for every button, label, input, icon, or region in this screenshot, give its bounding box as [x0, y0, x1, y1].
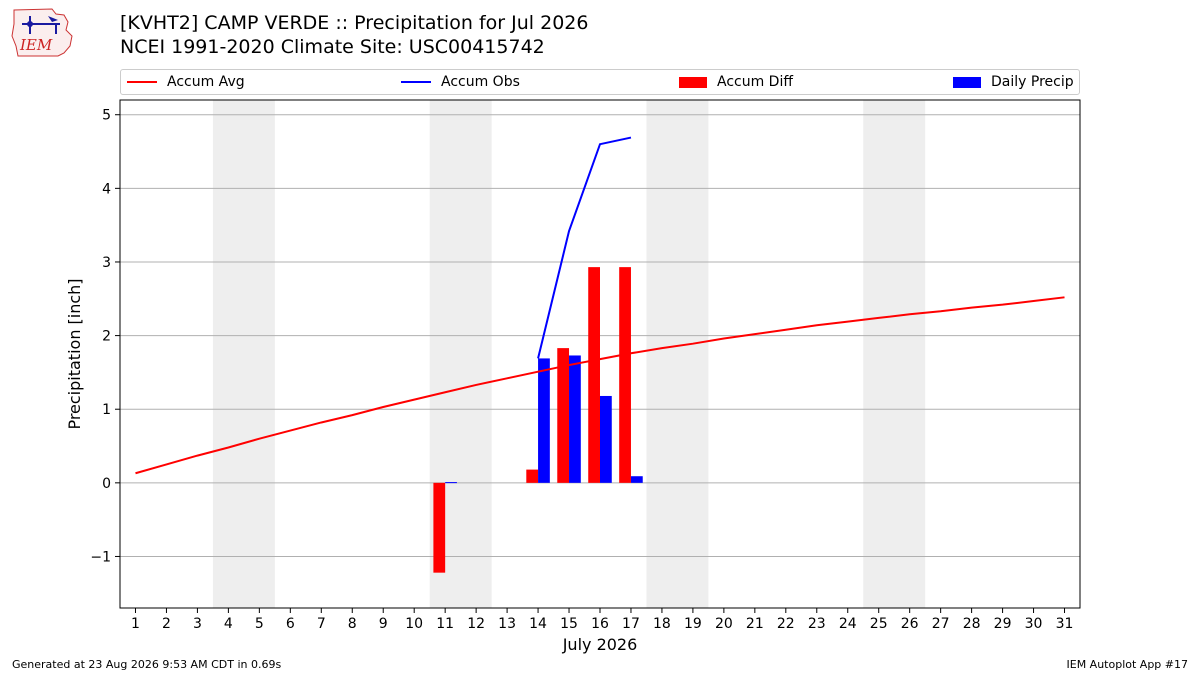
legend-item-daily-precip: Daily Precip	[953, 73, 1074, 91]
y-tick-label-2: 1	[102, 402, 111, 418]
weekend-shade-2	[646, 100, 709, 608]
x-tick-label-16: 16	[591, 616, 609, 632]
chart-title: [KVHT2] CAMP VERDE :: Precipitation for …	[120, 12, 589, 34]
y-tick-label-6: 5	[102, 108, 111, 124]
x-tick-label-15: 15	[560, 616, 578, 632]
x-tick-label-11: 11	[436, 616, 454, 632]
x-tick-label-24: 24	[839, 616, 857, 632]
y-axis-label: Precipitation [inch]	[65, 278, 84, 429]
legend-swatch-accum-avg	[127, 81, 157, 83]
x-tick-label-4: 4	[224, 616, 233, 632]
x-tick-label-7: 7	[317, 616, 326, 632]
weekend-shade-3	[863, 100, 926, 608]
accum-diff-bar-16	[588, 267, 600, 483]
x-tick-label-23: 23	[808, 616, 826, 632]
accum-diff-bar-14	[526, 469, 539, 483]
x-tick-label-9: 9	[379, 616, 388, 632]
legend-item-accum-obs: Accum Obs	[401, 73, 520, 91]
x-tick-label-6: 6	[286, 616, 295, 632]
app-label: IEM Autoplot App #17	[1066, 658, 1189, 671]
x-axis-label: July 2026	[562, 635, 638, 654]
legend-item-accum-avg: Accum Avg	[127, 73, 245, 91]
legend: Accum Avg Accum Obs Accum Diff Daily Pre…	[120, 69, 1080, 95]
x-tick-label-29: 29	[994, 616, 1012, 632]
x-tick-label-5: 5	[255, 616, 264, 632]
x-tick-label-8: 8	[348, 616, 357, 632]
x-tick-label-10: 10	[405, 616, 423, 632]
iem-logo: IEM	[11, 8, 73, 57]
x-tick-label-26: 26	[901, 616, 919, 632]
legend-swatch-accum-obs	[401, 81, 431, 83]
daily-precip-bar-11	[445, 482, 457, 484]
x-tick-label-30: 30	[1025, 616, 1043, 632]
x-tick-label-3: 3	[193, 616, 202, 632]
y-tick-label-3: 2	[102, 329, 111, 345]
x-tick-label-28: 28	[963, 616, 981, 632]
x-tick-label-21: 21	[746, 616, 764, 632]
x-tick-label-20: 20	[715, 616, 733, 632]
accum-diff-bar-15	[557, 348, 570, 483]
chart-subtitle: NCEI 1991-2020 Climate Site: USC00415742	[120, 36, 545, 58]
legend-label-accum-obs: Accum Obs	[441, 74, 520, 90]
x-tick-label-31: 31	[1056, 616, 1074, 632]
y-tick-label-4: 3	[102, 255, 111, 271]
daily-precip-bar-15	[569, 355, 581, 483]
generated-timestamp: Generated at 23 Aug 2026 9:53 AM CDT in …	[12, 658, 282, 671]
y-tick-label-1: 0	[102, 476, 111, 492]
legend-swatch-daily-precip	[953, 76, 981, 88]
daily-precip-bar-14	[538, 358, 550, 483]
x-tick-label-1: 1	[131, 616, 140, 632]
x-tick-label-19: 19	[684, 616, 702, 632]
accum-diff-bar-11	[433, 482, 446, 573]
y-tick-label-5: 4	[102, 181, 111, 197]
weekend-shade-0	[212, 100, 275, 608]
x-tick-label-18: 18	[653, 616, 671, 632]
x-tick-label-25: 25	[870, 616, 888, 632]
accum-diff-bar-17	[619, 267, 631, 483]
legend-label-daily-precip: Daily Precip	[991, 74, 1074, 90]
x-tick-label-17: 17	[622, 616, 640, 632]
x-tick-label-13: 13	[498, 616, 516, 632]
x-tick-label-27: 27	[932, 616, 950, 632]
legend-label-accum-diff: Accum Diff	[717, 74, 794, 90]
daily-precip-bar-16	[600, 395, 612, 483]
accum-avg-line	[135, 296, 1065, 475]
legend-label-accum-avg: Accum Avg	[167, 74, 245, 90]
x-tick-label-2: 2	[162, 616, 171, 632]
legend-swatch-accum-diff	[679, 76, 707, 88]
y-tick-label-0: −1	[90, 549, 111, 565]
x-tick-label-14: 14	[529, 616, 547, 632]
x-tick-label-12: 12	[467, 616, 485, 632]
daily-precip-bar-17	[630, 476, 643, 483]
legend-item-accum-diff: Accum Diff	[679, 73, 793, 91]
logo-text: IEM	[19, 36, 53, 54]
accum-obs-line	[537, 136, 632, 359]
x-tick-label-22: 22	[777, 616, 795, 632]
